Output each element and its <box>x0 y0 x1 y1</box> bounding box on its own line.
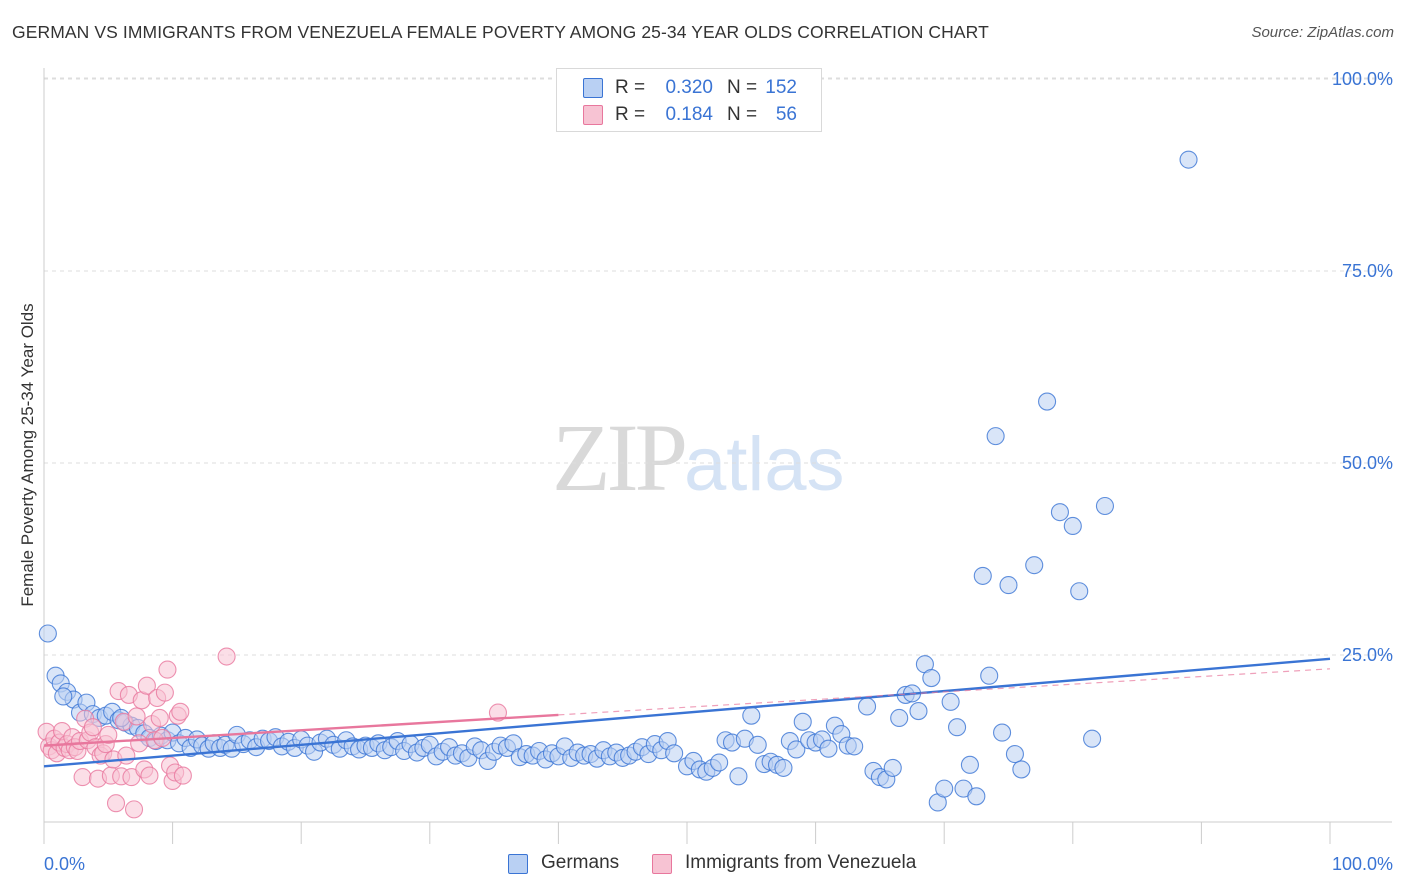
venezuela-point <box>83 718 102 737</box>
germans-point <box>665 744 684 763</box>
venezuela-point <box>73 768 92 787</box>
venezuela-point <box>173 766 192 785</box>
legend-r-label: R = <box>615 104 646 125</box>
venezuela-swatch-icon <box>583 105 603 125</box>
venezuela-point <box>99 725 118 744</box>
germans-point <box>1179 150 1198 169</box>
venezuela-trend-extension <box>558 668 1331 716</box>
y-tick-label: 75.0% <box>1342 261 1393 281</box>
venezuela-point <box>124 800 144 819</box>
germans-point <box>1095 496 1114 516</box>
legend-n-value: 56 <box>775 104 797 125</box>
venezuela-point <box>150 708 169 728</box>
germans-point <box>793 712 812 731</box>
germans-point <box>742 706 761 725</box>
venezuela-point <box>155 683 174 702</box>
germans-point <box>1012 760 1031 779</box>
venezuela-point <box>488 703 508 722</box>
watermark-zip: ZIP <box>552 404 688 511</box>
germans-point <box>1050 503 1069 522</box>
germans-point <box>993 723 1012 742</box>
venezuela-point <box>117 746 136 765</box>
germans-point <box>890 708 909 728</box>
x-tick-label: 0.0% <box>44 854 85 874</box>
chart-title: GERMAN VS IMMIGRANTS FROM VENEZUELA FEMA… <box>12 22 989 42</box>
germans-point <box>1038 392 1057 411</box>
y-tick-label: 25.0% <box>1342 645 1393 665</box>
germans-swatch-icon <box>583 78 603 98</box>
watermark-atlas: atlas <box>684 422 845 507</box>
legend-n-label: N = <box>727 104 758 125</box>
germans-point <box>960 755 979 774</box>
germans-point <box>1063 516 1082 536</box>
germans-point <box>967 787 986 806</box>
source-label: Source: ZipAtlas.com <box>1251 24 1394 41</box>
venezuela-legend-label: Immigrants from Venezuela <box>685 852 917 873</box>
germans-point <box>54 687 73 706</box>
x-tick-label: 100.0% <box>1332 854 1393 874</box>
venezuela-point <box>130 734 149 753</box>
germans-point <box>1083 729 1102 748</box>
germans-point <box>980 666 999 685</box>
legend-r-value: 0.320 <box>665 77 713 98</box>
germans-point <box>857 697 877 716</box>
germans-point <box>774 758 793 777</box>
germans-legend-label: Germans <box>541 852 620 873</box>
germans-point <box>710 753 729 772</box>
germans-point <box>973 566 992 585</box>
venezuela-trend-line <box>43 713 559 747</box>
venezuela-point <box>217 647 236 666</box>
legend-r-value: 0.184 <box>665 104 713 125</box>
legend-row-venezuela: R = 0.184 N = 56 <box>557 101 821 127</box>
legend-r-label: R = <box>615 77 646 98</box>
germans-point <box>999 576 1018 595</box>
germans-legend-icon <box>508 854 528 874</box>
venezuela-point <box>171 702 190 721</box>
germans-point <box>845 737 864 756</box>
germans-point <box>883 758 902 777</box>
germans-point <box>922 668 941 688</box>
venezuela-point <box>137 676 156 695</box>
venezuela-legend-icon <box>652 854 672 874</box>
y-axis-label: Female Poverty Among 25-34 Year Olds <box>18 303 37 607</box>
y-tick-label: 50.0% <box>1342 453 1393 473</box>
venezuela-point <box>158 660 177 679</box>
y-tick-label: 100.0% <box>1332 69 1393 89</box>
germans-point <box>935 779 954 798</box>
watermark: ZIPatlas <box>552 402 845 513</box>
germans-point <box>1070 582 1089 601</box>
venezuela-point <box>127 707 146 726</box>
germans-trend-line <box>43 657 1331 768</box>
venezuela-point <box>106 794 126 813</box>
germans-point <box>748 735 767 754</box>
stats-legend: R = 0.320 N = 152 R = 0.184 N = 56 <box>556 68 822 132</box>
germans-point <box>819 739 838 758</box>
germans-point <box>38 624 57 643</box>
legend-n-label: N = <box>727 77 758 98</box>
germans-point <box>941 692 960 711</box>
germans-point <box>986 427 1005 446</box>
germans-point <box>1025 556 1044 575</box>
germans-point <box>909 702 928 721</box>
germans-point <box>1005 745 1024 764</box>
legend-row-germans: R = 0.320 N = 152 <box>557 74 821 100</box>
germans-point <box>787 740 806 759</box>
germans-point <box>948 718 967 737</box>
venezuela-point <box>140 766 159 785</box>
legend-n-value: 152 <box>765 77 797 98</box>
germans-point <box>729 767 748 786</box>
